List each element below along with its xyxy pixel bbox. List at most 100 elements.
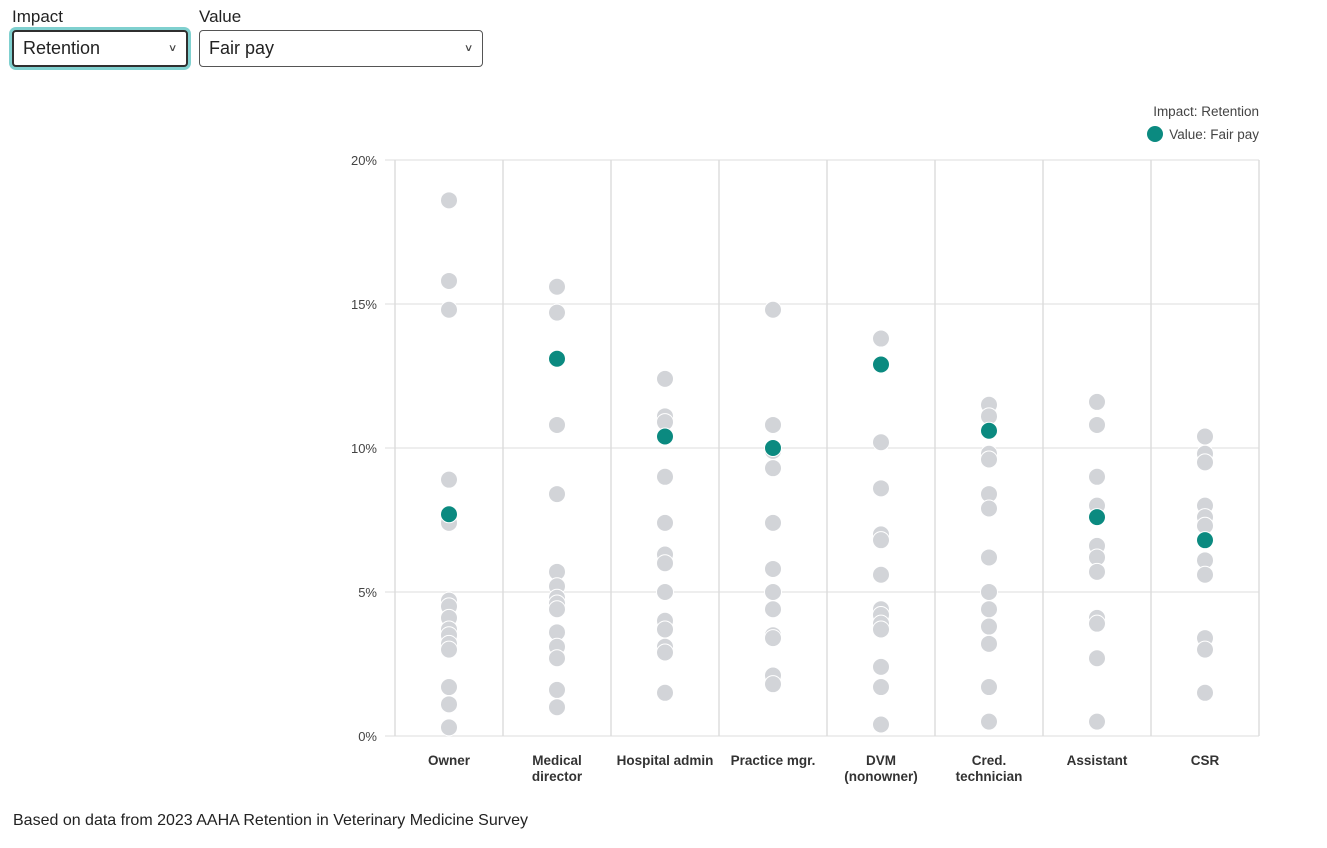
grid-layer	[385, 159, 1260, 737]
chevron-down-icon: ∨	[167, 43, 178, 54]
dot-plot-chart: 0% 5% 10% 15% 20% Owner Medical director Hospita…	[351, 104, 1260, 784]
chevron-down-icon: ∨	[463, 43, 474, 54]
other-value-dot[interactable]	[1196, 640, 1214, 659]
y-tick-label: 20%	[351, 153, 377, 168]
other-value-dot[interactable]	[548, 415, 566, 434]
other-value-dot[interactable]	[980, 712, 998, 731]
highlighted-value-dot[interactable]	[764, 439, 782, 457]
other-value-dot[interactable]	[440, 678, 458, 697]
legend-value-text: Value: Fair pay	[1169, 127, 1259, 142]
other-value-dot[interactable]	[764, 415, 782, 434]
y-tick-label: 10%	[351, 441, 377, 456]
other-value-dot[interactable]	[440, 191, 458, 210]
other-value-dot[interactable]	[1196, 427, 1214, 446]
other-value-dot[interactable]	[764, 559, 782, 578]
highlighted-value-dot[interactable]	[440, 505, 458, 524]
other-value-dot[interactable]	[764, 513, 782, 532]
other-value-dot[interactable]	[980, 450, 998, 469]
other-value-dot[interactable]	[872, 433, 890, 452]
highlighted-value-dot[interactable]	[872, 355, 890, 374]
highlighted-value-dot[interactable]	[1196, 531, 1214, 550]
highlighted-value-dot[interactable]	[980, 421, 998, 440]
legend-impact-text: Impact: Retention	[1153, 104, 1259, 119]
other-value-dot[interactable]	[656, 620, 674, 639]
other-value-dot[interactable]	[872, 715, 890, 734]
other-value-dot[interactable]	[980, 634, 998, 653]
other-value-dot[interactable]	[980, 583, 998, 601]
other-value-dot[interactable]	[1088, 649, 1106, 668]
other-value-dot[interactable]	[980, 600, 998, 619]
x-category-label: Medical director	[532, 753, 583, 784]
highlighted-value-dots	[440, 349, 1214, 550]
other-value-dot[interactable]	[764, 459, 782, 478]
other-value-dot[interactable]	[1088, 415, 1106, 434]
other-value-dot[interactable]	[440, 470, 458, 489]
other-value-dot[interactable]	[548, 649, 566, 668]
other-value-dot[interactable]	[656, 467, 674, 486]
other-value-dot[interactable]	[548, 277, 566, 296]
other-value-dot[interactable]	[1088, 712, 1106, 731]
other-value-dot[interactable]	[548, 485, 566, 504]
highlighted-value-dot[interactable]	[548, 349, 566, 368]
impact-selected-value: Retention	[23, 38, 101, 58]
value-label: Value	[199, 7, 242, 26]
other-value-dot[interactable]	[980, 548, 998, 567]
other-value-dot[interactable]	[1088, 562, 1106, 581]
other-value-dot[interactable]	[656, 643, 674, 662]
other-values-dots	[440, 191, 1214, 737]
x-category-label: Assistant	[1067, 753, 1128, 768]
legend: Impact: Retention Value: Fair pay	[1147, 104, 1259, 142]
other-value-dot[interactable]	[440, 271, 458, 290]
other-value-dot[interactable]	[764, 629, 782, 648]
other-value-dot[interactable]	[1088, 467, 1106, 486]
other-value-dot[interactable]	[872, 657, 890, 676]
other-value-dot[interactable]	[980, 678, 998, 697]
highlighted-value-dot[interactable]	[1088, 508, 1106, 527]
filter-controls: Impact Retention ∨ Value Fair pay ∨	[12, 6, 483, 67]
x-category-label: DVM (nonowner)	[844, 753, 918, 784]
other-value-dot[interactable]	[872, 620, 890, 639]
y-tick-label: 5%	[358, 585, 377, 600]
other-value-dot[interactable]	[656, 513, 674, 532]
other-value-dot[interactable]	[764, 583, 782, 601]
highlighted-value-dot[interactable]	[656, 427, 674, 446]
other-value-dot[interactable]	[872, 329, 890, 348]
x-category-label: Cred. technician	[956, 753, 1023, 784]
other-value-dot[interactable]	[656, 683, 674, 702]
x-category-label: Owner	[428, 753, 471, 768]
other-value-dot[interactable]	[872, 565, 890, 584]
other-value-dot[interactable]	[980, 499, 998, 518]
y-tick-label: 15%	[351, 297, 377, 312]
other-value-dot[interactable]	[764, 300, 782, 319]
other-value-dot[interactable]	[548, 680, 566, 699]
other-value-dot[interactable]	[764, 675, 782, 694]
other-value-dot[interactable]	[656, 554, 674, 573]
other-value-dot[interactable]	[548, 698, 566, 717]
axis-labels: 0% 5% 10% 15% 20% Owner Medical director Hospita…	[351, 153, 1220, 784]
other-value-dot[interactable]	[872, 479, 890, 498]
other-value-dot[interactable]	[872, 678, 890, 697]
other-value-dot[interactable]	[656, 583, 674, 601]
other-value-dot[interactable]	[656, 369, 674, 388]
other-value-dot[interactable]	[440, 300, 458, 319]
other-value-dot[interactable]	[440, 640, 458, 659]
impact-label: Impact	[12, 7, 64, 26]
legend-highlight-dot	[1147, 126, 1163, 142]
other-value-dot[interactable]	[440, 695, 458, 714]
other-value-dot[interactable]	[440, 718, 458, 737]
other-value-dot[interactable]	[980, 617, 998, 636]
y-tick-label: 0%	[358, 729, 377, 744]
source-footnote: Based on data from 2023 AAHA Retention i…	[13, 812, 528, 829]
other-value-dot[interactable]	[548, 303, 566, 322]
other-value-dot[interactable]	[1088, 614, 1106, 633]
other-value-dot[interactable]	[764, 600, 782, 619]
impact-select[interactable]: Retention ∨	[12, 30, 188, 67]
other-value-dot[interactable]	[548, 600, 566, 619]
other-value-dot[interactable]	[1196, 683, 1214, 702]
other-value-dot[interactable]	[1196, 453, 1214, 472]
value-select[interactable]: Fair pay ∨	[199, 30, 483, 67]
x-category-label: Hospital admin	[617, 753, 714, 768]
other-value-dot[interactable]	[1196, 565, 1214, 584]
other-value-dot[interactable]	[872, 531, 890, 550]
other-value-dot[interactable]	[1088, 392, 1106, 411]
